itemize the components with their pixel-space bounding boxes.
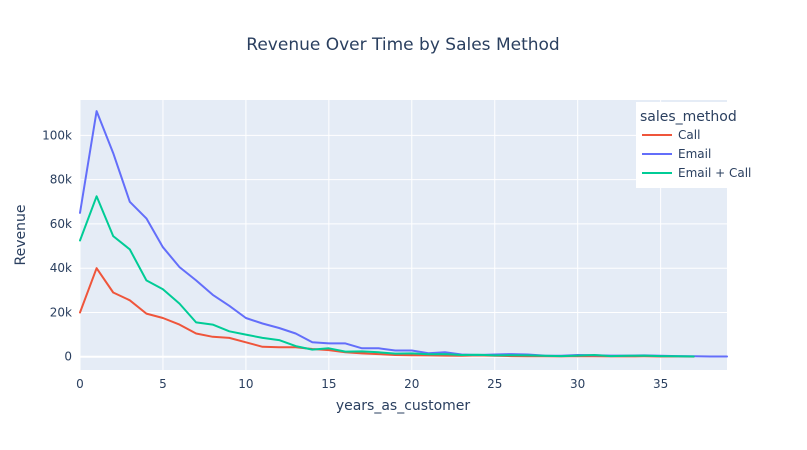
- legend-items[interactable]: Call Email Email + Call: [642, 128, 751, 180]
- x-tick-label: 30: [570, 377, 585, 391]
- legend-item[interactable]: Email: [642, 147, 711, 161]
- plot-area[interactable]: [80, 100, 727, 370]
- y-tick-label: 0: [64, 350, 72, 364]
- y-axis-ticks: 0 20k 40k 60k 80k 100k: [42, 128, 72, 363]
- y-tick-label: 60k: [50, 217, 72, 231]
- y-tick-label: 100k: [42, 128, 72, 142]
- y-tick-label: 80k: [50, 173, 72, 187]
- series-lines: [79, 110, 728, 358]
- legend[interactable]: sales_method Call Email Email + Call: [636, 102, 754, 188]
- legend-label: Email + Call: [678, 166, 751, 180]
- x-tick-label: 10: [238, 377, 253, 391]
- x-tick-label: 20: [404, 377, 419, 391]
- legend-title: sales_method: [640, 109, 737, 125]
- x-tick-label: 15: [321, 377, 336, 391]
- legend-item[interactable]: Call: [642, 128, 700, 142]
- x-axis-title: years_as_customer: [336, 398, 471, 414]
- x-tick-label: 35: [653, 377, 668, 391]
- x-tick-label: 5: [159, 377, 167, 391]
- series-line-email-call[interactable]: [79, 195, 695, 358]
- series-line-call[interactable]: [79, 267, 695, 358]
- chart-title: Revenue Over Time by Sales Method: [246, 35, 559, 55]
- legend-label: Call: [678, 128, 700, 142]
- x-tick-label: 25: [487, 377, 502, 391]
- x-axis-ticks: 0 5 10 15 20 25 30 35: [76, 377, 668, 391]
- y-tick-label: 40k: [50, 261, 72, 275]
- legend-label: Email: [678, 147, 711, 161]
- legend-item[interactable]: Email + Call: [642, 166, 751, 180]
- y-tick-label: 20k: [50, 305, 72, 319]
- y-axis-title: Revenue: [13, 205, 29, 266]
- x-tick-label: 0: [76, 377, 84, 391]
